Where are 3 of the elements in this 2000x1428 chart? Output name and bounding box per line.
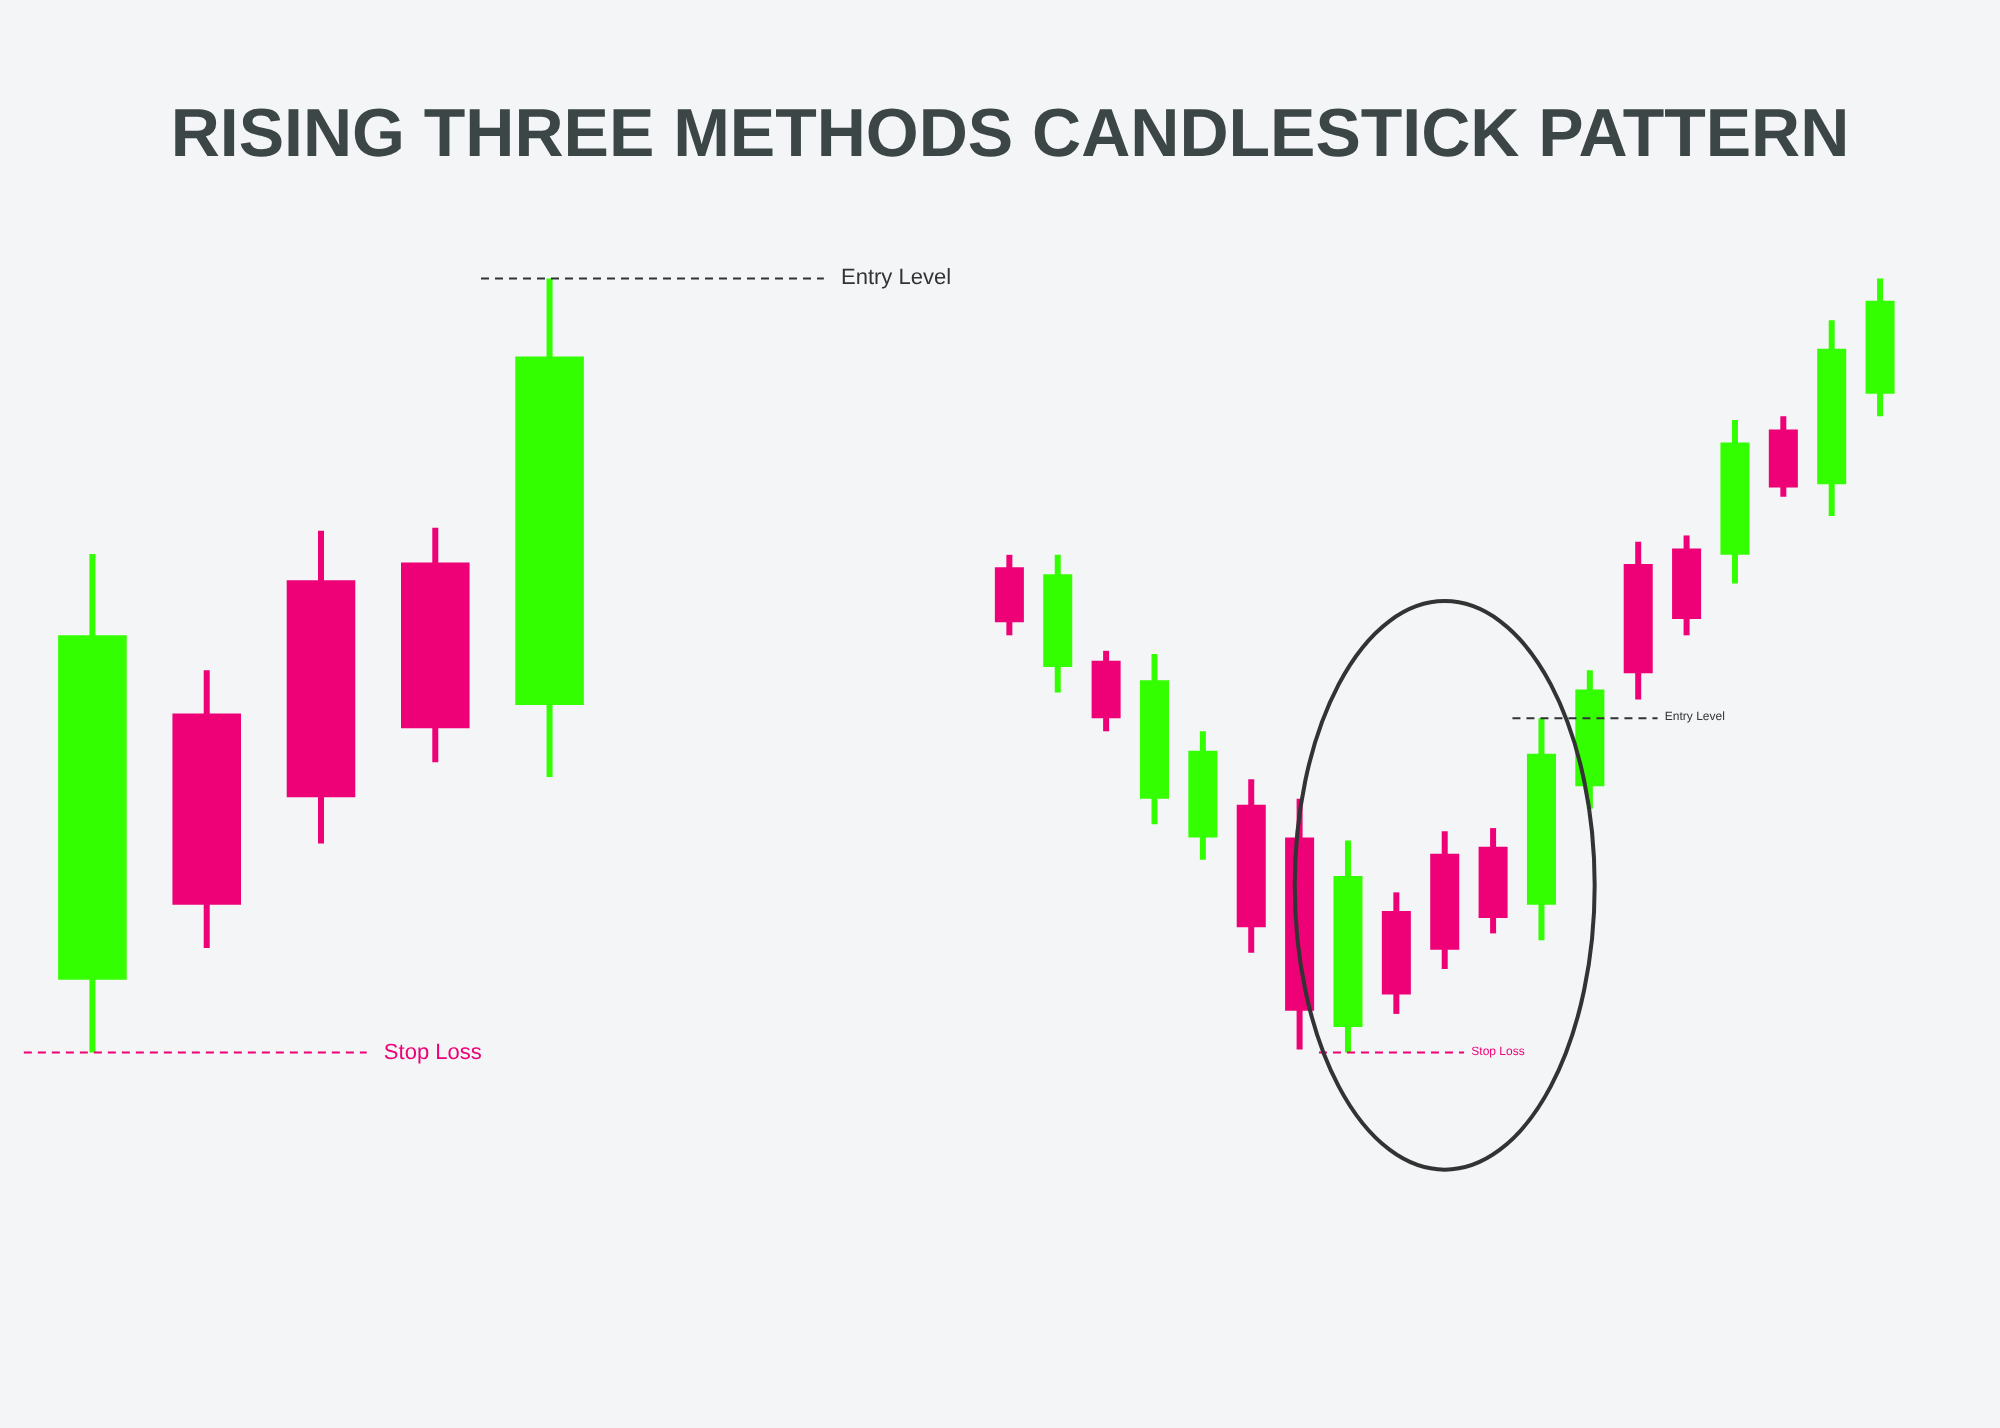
ref-line-label: Stop Loss	[383, 1040, 483, 1065]
text: RISING THREE METHODS CANDLESTICK PATTERN	[170, 94, 1850, 176]
ref-line-label: Entry Level	[841, 266, 952, 291]
